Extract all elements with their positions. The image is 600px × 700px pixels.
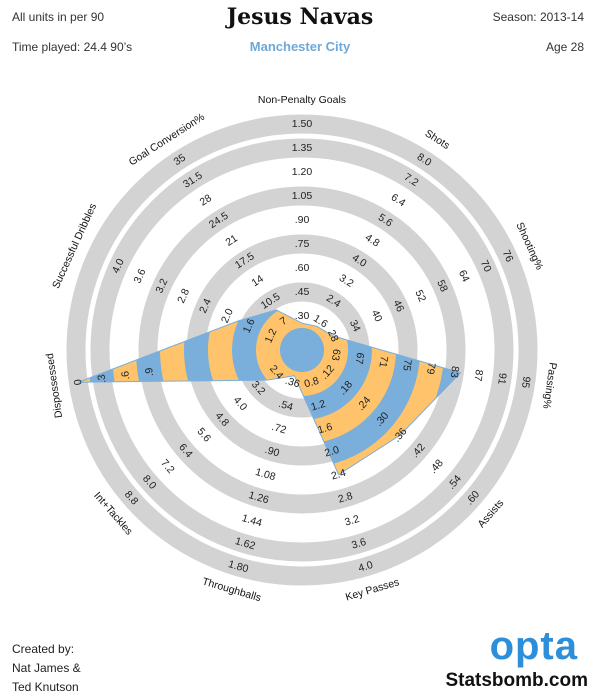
age-label: Age 28 (545, 40, 584, 54)
credits-line-1: Created by: (12, 642, 75, 656)
tick-label: 67 (353, 352, 367, 365)
tick-label: 1.44 (240, 512, 263, 529)
grid-ring (90, 138, 514, 562)
tick-label: 2.8 (337, 490, 355, 506)
tick-label: 1.6 (316, 421, 334, 437)
tick-label: 3.6 (350, 536, 368, 552)
tick-label: .75 (295, 238, 310, 250)
tick-label: 4.0 (231, 394, 250, 413)
team-subtitle: Manchester City (249, 39, 351, 54)
axis-label: Dispossessed (44, 352, 65, 419)
tick-label: 35 (172, 152, 188, 168)
tick-label: .30 (295, 310, 310, 322)
tick-label: 2.4 (330, 467, 348, 483)
tick-label: 4.0 (357, 559, 375, 575)
tick-label: 1.20 (292, 166, 313, 178)
credits-line-2: Nat James & (12, 661, 81, 675)
tick-label: 91 (495, 372, 509, 385)
tick-label: .45 (295, 286, 310, 298)
tick-label: 28 (325, 328, 341, 344)
opta-logo: opta (489, 624, 578, 668)
tick-label: 7 (278, 315, 290, 328)
tick-label: 1.2 (310, 398, 328, 414)
units-note: All units in per 90 (12, 10, 105, 24)
credits-line-3: Ted Knutson (12, 680, 79, 694)
center-disc (280, 328, 324, 372)
tick-label: 46 (391, 298, 407, 314)
credits: Created by: Nat James & Ted Knutson (12, 640, 81, 697)
tick-label: 1.50 (292, 118, 313, 130)
data-polygon-outline (78, 309, 462, 476)
tick-label: 87 (471, 369, 485, 382)
tick-label: 2.0 (323, 444, 341, 460)
time-played: Time played: 24.4 90’s (12, 40, 133, 54)
grid-ring (66, 114, 538, 586)
tick-label: 7.2 (158, 457, 177, 476)
tick-label: 1.08 (254, 466, 277, 483)
tick-label: 28 (198, 192, 214, 208)
tick-label: 95 (519, 376, 533, 389)
tick-label: .36 (284, 375, 302, 391)
grid-ring (138, 186, 466, 514)
tick-label: 1.62 (234, 535, 257, 552)
tick-label: 5.6 (194, 426, 213, 445)
tick-label: 34 (347, 318, 363, 334)
tick-label: 3.2 (337, 272, 356, 290)
tick-label: 64 (456, 268, 472, 284)
tick-label: 70 (478, 258, 494, 274)
axis-label: Passing% (540, 362, 559, 410)
axis-label: Shots (423, 127, 452, 152)
tick-label: 52 (412, 288, 428, 304)
tick-label: 1.35 (292, 142, 313, 154)
tick-label: 0.8 (303, 375, 321, 391)
tick-label: .90 (263, 444, 281, 460)
tick-label: 2.8 (175, 287, 192, 305)
tick-label: 4.8 (363, 232, 382, 250)
tick-label: 76 (500, 248, 516, 264)
tick-label: 3.2 (153, 277, 170, 295)
tick-label: 1.80 (227, 558, 250, 575)
tick-label: 2.4 (197, 297, 214, 315)
tick-label: 4.0 (110, 257, 127, 275)
axis-label: Key Passes (344, 576, 401, 603)
tick-label: .60 (295, 262, 310, 274)
tick-label: 0 (72, 378, 85, 386)
tick-label: .48 (427, 457, 446, 476)
tick-label: .90 (295, 214, 310, 226)
tick-label: .9 (143, 367, 156, 378)
tick-label: 21 (224, 232, 240, 248)
tick-label: 3.2 (343, 513, 361, 529)
tick-label: 71 (376, 355, 390, 368)
tick-label: 63 (329, 348, 343, 361)
axis-label: Non-Penalty Goals (258, 94, 346, 106)
tick-label: 83 (448, 365, 462, 378)
tick-label: 1.2 (263, 327, 280, 345)
site-link[interactable]: Statsbomb.com (445, 670, 588, 691)
tick-label: .54 (277, 398, 295, 414)
tick-label: .3 (96, 373, 109, 384)
tick-label: 75 (400, 358, 414, 371)
tick-label: 2.0 (219, 307, 236, 325)
tick-label: 40 (369, 308, 385, 324)
season-label: Season: 2013-14 (492, 10, 584, 24)
tick-label: .6 (119, 370, 132, 381)
tick-label: 79 (424, 362, 438, 375)
tick-label: 58 (434, 278, 450, 294)
tick-label: 3.6 (132, 267, 149, 285)
tick-label: .72 (270, 421, 288, 437)
tick-label: 14 (250, 273, 266, 289)
tick-label: 6.4 (389, 191, 408, 209)
tick-label: 1.26 (247, 489, 270, 506)
tick-label: 1.6 (241, 317, 258, 335)
page-title: Jesus Navas (226, 4, 374, 30)
tick-label: 1.05 (292, 190, 313, 202)
